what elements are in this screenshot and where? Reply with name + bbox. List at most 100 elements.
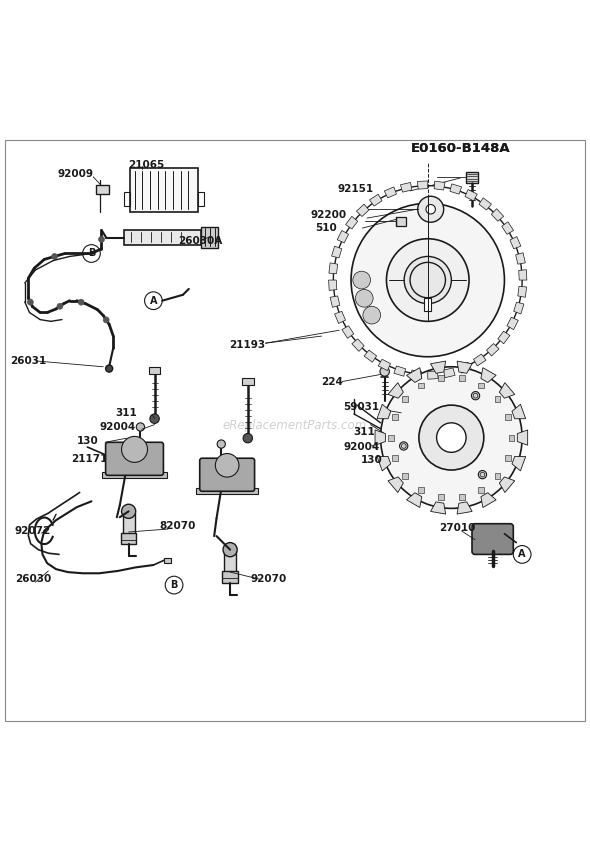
Circle shape [380, 367, 389, 376]
Circle shape [399, 442, 408, 450]
Circle shape [52, 253, 58, 259]
Circle shape [78, 300, 84, 305]
Polygon shape [384, 187, 396, 198]
Polygon shape [481, 368, 496, 382]
Polygon shape [411, 370, 421, 379]
Polygon shape [457, 361, 472, 374]
Bar [438, 494, 444, 499]
Polygon shape [407, 368, 422, 382]
Bar [478, 486, 484, 492]
Polygon shape [512, 456, 526, 471]
Text: 21171: 21171 [71, 454, 107, 464]
Polygon shape [417, 181, 428, 189]
Circle shape [122, 437, 148, 462]
Bar [402, 396, 408, 402]
Polygon shape [394, 366, 406, 376]
Polygon shape [516, 253, 525, 264]
Bar [466, 172, 478, 183]
Circle shape [418, 196, 444, 222]
Text: 311: 311 [115, 408, 137, 418]
Text: A: A [519, 549, 526, 560]
Bar [459, 494, 465, 499]
Circle shape [478, 470, 487, 479]
Polygon shape [352, 339, 364, 351]
Circle shape [103, 317, 109, 323]
Bar [102, 472, 167, 478]
Bar [96, 185, 109, 195]
Polygon shape [329, 263, 337, 274]
Polygon shape [369, 195, 382, 206]
Polygon shape [377, 405, 391, 418]
Bar [392, 414, 398, 420]
Polygon shape [431, 502, 445, 514]
Polygon shape [491, 208, 504, 221]
Polygon shape [378, 359, 391, 370]
Polygon shape [499, 477, 514, 492]
Polygon shape [337, 231, 349, 243]
Polygon shape [332, 246, 342, 258]
Polygon shape [517, 430, 527, 445]
Polygon shape [457, 502, 472, 514]
Circle shape [243, 433, 253, 443]
Circle shape [404, 257, 451, 304]
Polygon shape [498, 331, 510, 344]
Bar [494, 396, 500, 402]
Bar [124, 230, 201, 245]
Polygon shape [514, 302, 524, 314]
FancyBboxPatch shape [472, 523, 513, 554]
Polygon shape [375, 430, 385, 445]
Polygon shape [473, 354, 486, 366]
Polygon shape [346, 216, 358, 229]
Text: 92072: 92072 [15, 526, 51, 536]
Text: E0160-B148A: E0160-B148A [411, 142, 510, 155]
Circle shape [386, 238, 469, 321]
Bar [418, 486, 424, 492]
Polygon shape [407, 492, 422, 507]
Bar [424, 298, 431, 311]
Text: 92004: 92004 [99, 422, 135, 432]
Polygon shape [465, 189, 477, 201]
Circle shape [136, 423, 145, 431]
Bar [149, 368, 160, 375]
Circle shape [99, 237, 104, 242]
Text: 59031: 59031 [343, 402, 379, 412]
Text: 92009: 92009 [58, 169, 94, 179]
Polygon shape [481, 492, 496, 507]
Polygon shape [519, 269, 527, 280]
Polygon shape [401, 183, 412, 192]
Text: 224: 224 [322, 376, 343, 387]
Text: 21193: 21193 [229, 340, 265, 350]
Circle shape [57, 303, 63, 309]
Bar [121, 533, 136, 544]
Circle shape [363, 307, 381, 324]
Bar [478, 382, 484, 388]
Text: 510: 510 [315, 223, 337, 233]
Bar [438, 375, 444, 381]
Polygon shape [329, 280, 337, 290]
Polygon shape [487, 344, 499, 356]
Text: 311: 311 [353, 427, 375, 437]
Text: 92070: 92070 [251, 574, 287, 584]
Bar [164, 558, 171, 562]
Text: 82070: 82070 [159, 521, 196, 531]
Polygon shape [364, 350, 376, 362]
Polygon shape [434, 181, 445, 190]
Polygon shape [335, 312, 346, 324]
Bar [388, 435, 394, 441]
Circle shape [353, 271, 371, 289]
Polygon shape [510, 237, 521, 249]
Text: 92200: 92200 [311, 210, 347, 220]
Bar [224, 551, 236, 572]
Bar [396, 217, 406, 226]
Text: E0160-B148A: E0160-B148A [411, 142, 510, 155]
Bar [130, 168, 198, 212]
Circle shape [150, 414, 159, 424]
Circle shape [217, 440, 225, 449]
Bar [123, 513, 135, 534]
Polygon shape [388, 477, 404, 492]
Bar [124, 191, 130, 207]
Bar [494, 474, 500, 480]
Bar [509, 435, 514, 441]
Polygon shape [502, 222, 513, 234]
Polygon shape [388, 382, 404, 399]
